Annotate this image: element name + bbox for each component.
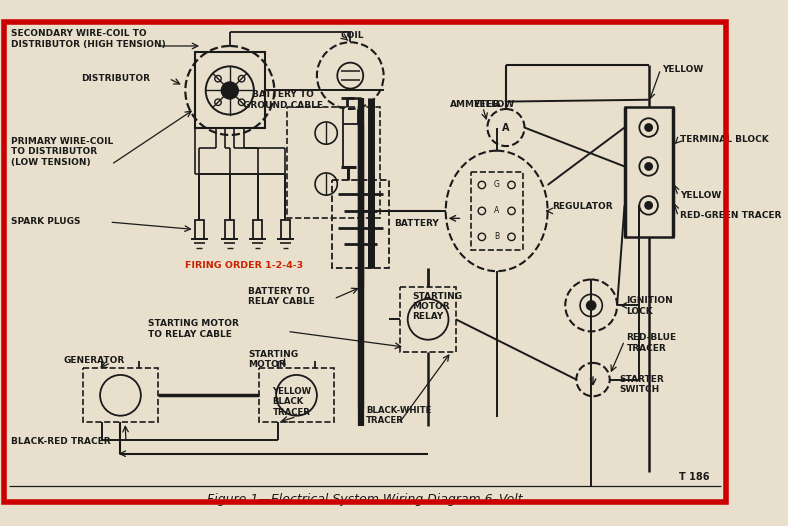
Circle shape [645, 201, 652, 209]
Text: DISTRIBUTOR: DISTRIBUTOR [81, 74, 151, 83]
Text: COIL: COIL [341, 31, 365, 40]
Text: RED-BLUE
TRACER: RED-BLUE TRACER [626, 333, 677, 352]
Text: IGNITION
LOCK: IGNITION LOCK [626, 296, 673, 316]
Bar [625, 107, 673, 237]
Bar [259, 368, 333, 422]
Circle shape [645, 163, 652, 170]
Text: GENERATOR: GENERATOR [63, 357, 125, 366]
Text: FIRING ORDER 1-2-4-3: FIRING ORDER 1-2-4-3 [185, 261, 303, 270]
Text: RED-GREEN TRACER: RED-GREEN TRACER [680, 211, 782, 220]
Circle shape [645, 124, 652, 131]
Text: PRIMARY WIRE-COIL
TO DISTRIBUTOR
(LOW TENSION): PRIMARY WIRE-COIL TO DISTRIBUTOR (LOW TE… [11, 137, 113, 167]
Text: BATTERY TO
GROUND CABLE: BATTERY TO GROUND CABLE [243, 90, 322, 110]
Text: BLACK-WHITE
TRACER: BLACK-WHITE TRACER [366, 406, 431, 425]
Bar [195, 52, 265, 127]
Text: STARTING
MOTOR
RELAY: STARTING MOTOR RELAY [412, 291, 463, 321]
Text: STARTING MOTOR
TO RELAY CABLE: STARTING MOTOR TO RELAY CABLE [148, 319, 239, 339]
Text: BATTERY: BATTERY [394, 219, 439, 228]
Text: Figure 1—Electrical System Wiring Diagram 6–Volt: Figure 1—Electrical System Wiring Diagra… [207, 493, 523, 505]
Text: BATTERY TO
RELAY CABLE: BATTERY TO RELAY CABLE [248, 287, 315, 306]
Text: YELLOW: YELLOW [680, 190, 721, 199]
Text: SPARK PLUGS: SPARK PLUGS [11, 217, 80, 226]
Bar [400, 287, 456, 352]
Circle shape [221, 82, 238, 99]
Text: YELLOW
BLACK
TRACER: YELLOW BLACK TRACER [273, 387, 311, 417]
Text: STARTING
MOTOR: STARTING MOTOR [248, 350, 299, 369]
Text: YELLOW: YELLOW [663, 65, 704, 74]
Text: T 186: T 186 [679, 472, 710, 482]
Text: G: G [494, 180, 500, 189]
Text: TERMINAL BLOCK: TERMINAL BLOCK [680, 135, 769, 144]
Text: REGULATOR: REGULATOR [552, 201, 613, 210]
Text: A: A [494, 206, 500, 216]
Bar [225, 220, 235, 239]
Circle shape [586, 301, 596, 310]
Bar [253, 220, 262, 239]
Text: AMMETER: AMMETER [450, 100, 500, 109]
Text: A: A [502, 123, 510, 133]
Bar [470, 172, 522, 250]
Text: YELLOW: YELLOW [474, 100, 515, 109]
Text: BLACK-RED TRACER: BLACK-RED TRACER [11, 437, 111, 446]
Text: B: B [494, 232, 500, 241]
Bar [332, 180, 389, 268]
Text: STARTER
SWITCH: STARTER SWITCH [619, 375, 663, 394]
Bar [281, 220, 290, 239]
Bar [195, 220, 204, 239]
Text: SECONDARY WIRE-COIL TO
DISTRIBUTOR (HIGH TENSION): SECONDARY WIRE-COIL TO DISTRIBUTOR (HIGH… [11, 29, 165, 49]
Bar [84, 368, 158, 422]
Bar [288, 107, 380, 218]
